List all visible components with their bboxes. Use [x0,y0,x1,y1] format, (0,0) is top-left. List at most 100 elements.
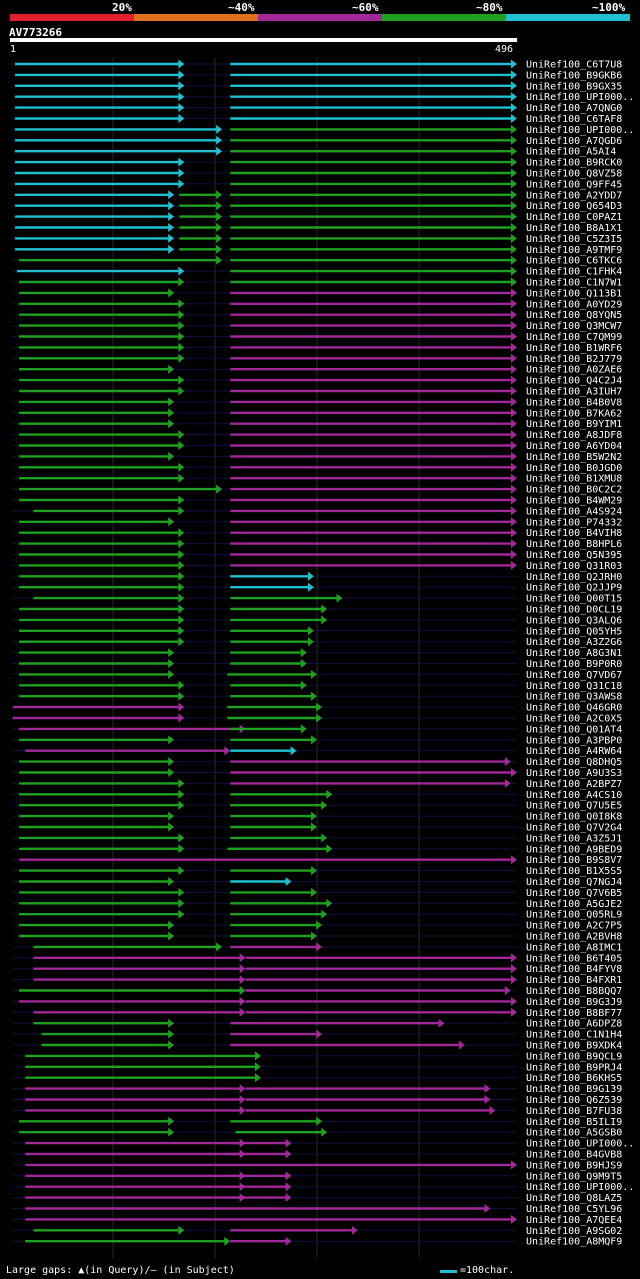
hit-name-label: UniRef100_Q9FF45 [526,179,622,190]
hit-arrow-head [239,1007,246,1017]
hit-arrow-head [168,735,175,745]
hit-name-label: UniRef100_A3PBP0 [526,735,622,746]
hit-arrow-head [168,233,175,243]
hit-arrow-head [178,353,185,363]
hit-arrow-head [511,321,517,331]
legend-label-40: ~40% [228,1,255,14]
hit-name-label: UniRef100_A6DPZ8 [526,1019,622,1030]
hit-arrow-head [178,909,185,919]
hit-name-label: UniRef100_B0JGD0 [526,463,622,474]
hit-arrow-head [511,953,517,963]
hit-arrow-head [168,768,175,777]
hit-arrow-head [321,1127,328,1137]
hit-arrow-head [311,735,318,745]
hit-name-label: UniRef100_B4GVB8 [526,1150,622,1161]
hit-name-label: UniRef100_B4VIH8 [526,528,622,539]
hit-arrow-head [178,539,185,549]
hit-arrow-head [511,768,517,777]
hit-arrow-head [511,124,517,134]
hit-name-label: UniRef100_Q46GR0 [526,703,622,714]
hit-arrow-head [504,986,511,995]
hit-arrow-head [285,1236,292,1246]
hit-arrow-head [178,168,185,178]
hit-arrow-head [285,1193,292,1203]
hit-name-label: UniRef100_Q01AT4 [526,724,622,735]
hit-arrow-head [178,441,185,450]
hit-name-label: UniRef100_C1N7W1 [526,278,622,289]
hit-arrow-head [307,582,314,592]
hit-arrow-head [511,81,517,91]
hit-arrow-head [311,811,318,821]
hit-arrow-head [168,1040,175,1050]
hit-name-label: UniRef100_Q7U5E5 [526,801,622,812]
hit-arrow-head [511,462,517,472]
hit-arrow-head [321,800,328,810]
hit-name-label: UniRef100_B9S8V7 [526,855,622,866]
hit-arrow-head [511,419,517,429]
hit-arrow-head [511,266,517,276]
hit-arrow-head [178,887,185,897]
hit-name-label: UniRef100_Q7V2G4 [526,823,622,834]
hit-name-label: UniRef100_Q8YQN5 [526,310,622,321]
hit-name-label: UniRef100_B8HPL6 [526,539,622,550]
hit-arrow-head [484,1084,491,1094]
hit-name-label: UniRef100_A2C0X5 [526,714,622,725]
hit-name-label: UniRef100_UPI000.. [526,92,634,103]
hit-arrow-head [300,659,307,668]
hit-name-label: UniRef100_B4B0V8 [526,397,622,408]
hit-arrow-head [511,1214,517,1224]
hit-arrow-head [311,669,318,679]
hit-name-label: UniRef100_B0C2C2 [526,485,622,496]
hit-name-label: UniRef100_B7KA62 [526,408,622,419]
hit-name-label: UniRef100_A9BED9 [526,844,622,855]
hit-name-label: UniRef100_A2YDD7 [526,190,622,201]
hit-arrow-head [511,364,517,374]
query-ruler [10,38,517,42]
hit-arrow-head [511,550,517,559]
hit-arrow-head [511,495,517,505]
hit-arrow-head [511,1160,517,1170]
hit-arrow-head [168,757,175,767]
hit-arrow-head [321,909,328,919]
hit-name-label: UniRef100_C0PAZ1 [526,212,622,223]
hit-arrow-head [216,484,223,494]
hit-name-label: UniRef100_Q3AWS8 [526,692,622,703]
hit-arrow-head [216,223,223,232]
hit-name-label: UniRef100_A4RW64 [526,746,622,757]
hit-arrow-head [511,451,517,461]
hit-name-label: UniRef100_B4FYV8 [526,964,622,975]
hit-arrow-head [168,920,175,930]
hit-arrow-head [178,81,185,91]
hit-name-label: UniRef100_A0ZAE6 [526,365,622,376]
hit-arrow-head [511,288,517,298]
hit-name-label: UniRef100_A5GSB0 [526,1128,622,1139]
hit-arrow-head [511,430,517,440]
hit-name-label: UniRef100_B8BF77 [526,1008,622,1019]
hit-arrow-head [178,582,185,592]
hit-name-label: UniRef100_B9GKB6 [526,70,622,81]
hit-name-label: UniRef100_B9G139 [526,1084,622,1095]
hit-arrow-head [316,920,323,930]
legend-swatch-80 [382,14,506,21]
hit-arrow-head [178,495,185,505]
hit-name-label: UniRef100_UPI000.. [526,125,634,136]
hit-arrow-head [178,299,185,309]
hit-name-label: UniRef100_A7QEE4 [526,1215,622,1226]
hit-name-label: UniRef100_B8A1X1 [526,223,622,234]
hit-arrow-head [511,212,517,222]
hit-name-label: UniRef100_B9HJS9 [526,1160,622,1171]
hit-arrow-head [484,1204,491,1213]
hit-name-label: UniRef100_B9PRJ4 [526,1062,622,1073]
hit-name-label: UniRef100_A7QNG0 [526,103,622,114]
scale-note: =100char. [460,1265,515,1276]
hit-arrow-head [178,833,185,843]
hit-arrow-head [178,866,185,876]
hit-arrow-head [438,1018,445,1028]
hit-arrow-head [511,975,517,985]
legend-swatch-20 [10,14,134,21]
hit-arrow-head [311,887,318,897]
hit-arrow-head [178,462,185,472]
hit-arrow-head [168,822,175,832]
hit-arrow-head [489,1105,496,1115]
